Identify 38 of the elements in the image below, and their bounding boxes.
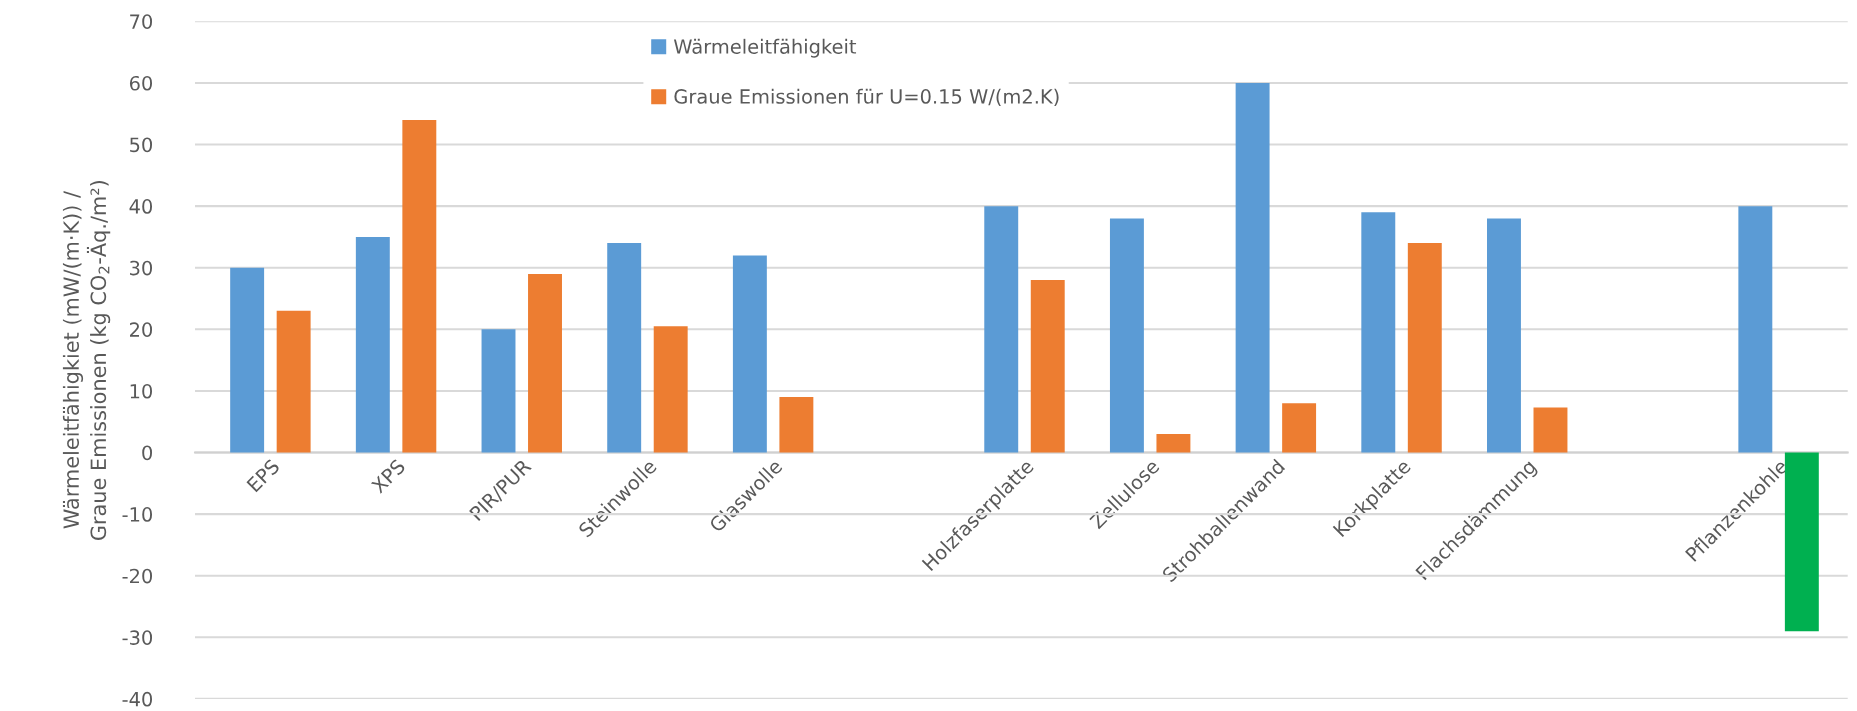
- bar: [1156, 434, 1191, 453]
- y-tick-label: 30: [130, 260, 153, 276]
- bar: [1784, 452, 1819, 632]
- y-tick-label: 0: [142, 445, 153, 461]
- bar: [528, 273, 562, 453]
- legend-label: Wärmeleitfähigkeit: [673, 38, 857, 58]
- bar: [1030, 280, 1065, 453]
- bar: [984, 206, 1019, 453]
- legend-label: Graue Emissionen für U=0.15 W/(m2.K): [674, 88, 1059, 107]
- bar: [1361, 212, 1396, 453]
- y-tick-label: 10: [130, 383, 153, 399]
- bar: [1738, 206, 1773, 453]
- y-tick-label: 60: [129, 75, 153, 91]
- bar: [1487, 218, 1521, 453]
- bar: [1533, 407, 1568, 453]
- bar: [653, 326, 688, 453]
- y-tick-label: 20: [130, 322, 153, 337]
- y-tick-label: -30: [122, 630, 153, 645]
- y-tick-label: -40: [122, 691, 153, 707]
- bar: [1235, 82, 1270, 453]
- bar: [607, 243, 642, 453]
- bar: [1109, 218, 1144, 453]
- bar: [481, 329, 516, 453]
- bar: [276, 310, 311, 453]
- bar: [732, 255, 767, 453]
- x-tick-label: EPS: [246, 458, 281, 493]
- y-tick-label: 50: [130, 137, 153, 153]
- bar: [355, 236, 390, 453]
- y-tick-label: 70: [130, 14, 153, 29]
- bar: [1282, 403, 1317, 453]
- y-tick-label: 40: [129, 199, 153, 214]
- bar: [1407, 243, 1442, 453]
- y-tick-label: -20: [122, 568, 153, 584]
- y-axis-title: Wärmeleitfähigkiet (mW/(m·K)) / Graue Emissionen (kg CO$_{2}$-Äq./m²): [62, 181, 111, 540]
- bar: [402, 119, 437, 453]
- y-tick-label: -10: [122, 507, 153, 522]
- bar: [230, 267, 265, 453]
- bar: [779, 397, 814, 453]
